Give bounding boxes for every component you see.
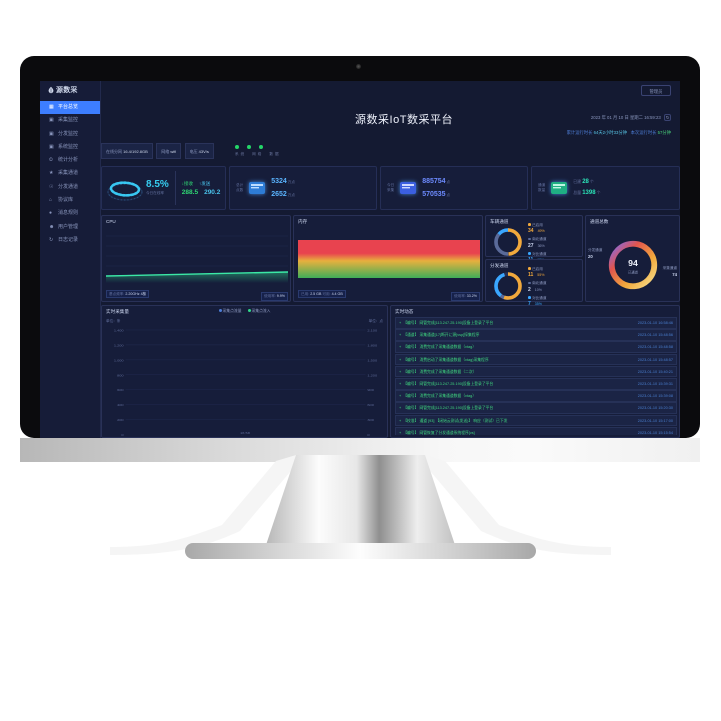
svg-text:2,100: 2,100 bbox=[367, 329, 377, 332]
svg-text:600: 600 bbox=[117, 389, 124, 392]
svg-text:0: 0 bbox=[367, 433, 369, 436]
svg-text:1,000: 1,000 bbox=[114, 359, 124, 362]
svg-text:200: 200 bbox=[117, 418, 124, 421]
svg-text:300: 300 bbox=[367, 418, 374, 421]
svg-text:1,400: 1,400 bbox=[114, 329, 124, 332]
svg-text:94: 94 bbox=[628, 258, 638, 268]
svg-text:900: 900 bbox=[367, 389, 374, 392]
svg-text:1,200: 1,200 bbox=[114, 344, 124, 347]
svg-text:0: 0 bbox=[121, 433, 123, 436]
svg-text:1,500: 1,500 bbox=[367, 359, 377, 362]
svg-text:800: 800 bbox=[117, 374, 124, 377]
svg-text:16:58: 16:58 bbox=[240, 431, 250, 434]
svg-text:1,800: 1,800 bbox=[367, 344, 377, 347]
svg-text:已通道: 已通道 bbox=[628, 270, 639, 275]
svg-text:400: 400 bbox=[117, 404, 124, 407]
svg-text:1,200: 1,200 bbox=[367, 374, 377, 377]
svg-text:600: 600 bbox=[367, 404, 374, 407]
